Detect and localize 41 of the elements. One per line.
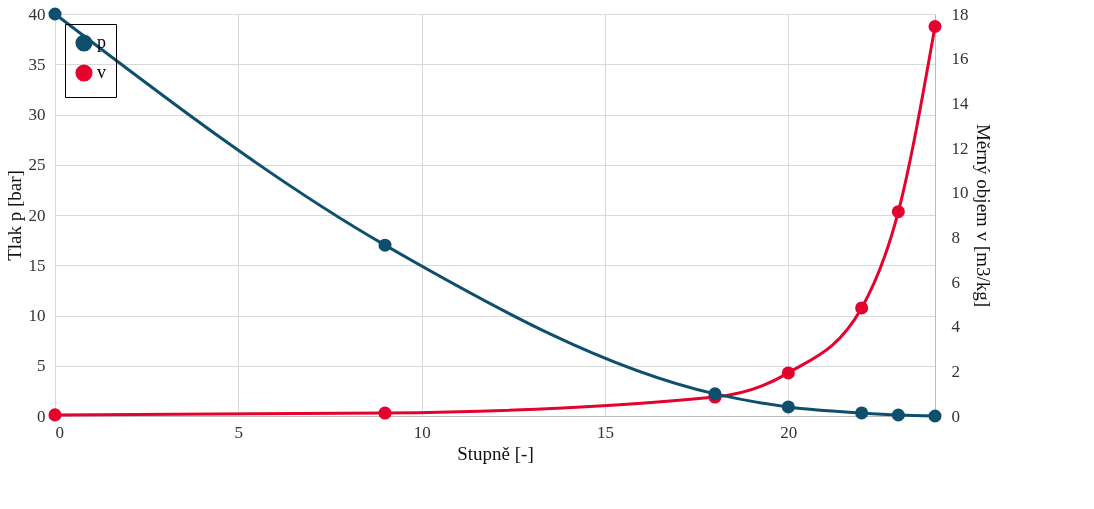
y-tick-label: 15 xyxy=(28,255,46,275)
y-tick-label: 25 xyxy=(28,155,46,175)
y-tick-label: 20 xyxy=(28,205,46,225)
y-tick-label: 0 xyxy=(37,406,46,426)
y2-tick-label: 16 xyxy=(951,49,969,69)
point xyxy=(928,409,942,423)
y2-tick-label: 6 xyxy=(951,272,960,292)
y2-tick-label: 10 xyxy=(951,183,969,203)
y2-tick-label: 2 xyxy=(951,361,960,381)
point xyxy=(855,301,869,315)
y-tick-label: 35 xyxy=(28,54,46,74)
point xyxy=(928,20,942,34)
point xyxy=(891,205,905,219)
point xyxy=(48,408,62,422)
y2-tick-label: 18 xyxy=(951,4,969,24)
point xyxy=(378,406,392,420)
legend-label: v xyxy=(97,62,106,82)
y-tick-label: 5 xyxy=(37,356,46,376)
y2-axis-title: Měrný objem v [m3/kg] xyxy=(972,123,994,308)
y-tick-label: 10 xyxy=(28,306,46,325)
y2-tick-label: 0 xyxy=(951,406,960,426)
y2-tick-label: 12 xyxy=(951,138,969,158)
point xyxy=(781,366,795,380)
y-tick-label: 30 xyxy=(28,105,46,124)
point xyxy=(891,408,905,422)
point xyxy=(855,406,869,420)
y2-tick-label: 4 xyxy=(951,317,961,337)
x-tick-label: 20 xyxy=(780,422,798,442)
point xyxy=(781,400,795,414)
x-tick-label: 5 xyxy=(234,422,244,442)
x-tick-label: 15 xyxy=(597,422,614,442)
x-axis-title: Stupně [-] xyxy=(457,442,534,464)
y-axis-title: Tlak p [bar] xyxy=(3,170,25,261)
y2-tick-label: 14 xyxy=(951,93,969,113)
legend-label: p xyxy=(97,32,106,52)
y2-tick-label: 8 xyxy=(951,227,960,247)
y-tick-label: 40 xyxy=(28,4,46,24)
x-tick-label: 10 xyxy=(413,422,431,442)
point xyxy=(378,238,392,252)
point xyxy=(48,7,62,21)
x-tick-label: 0 xyxy=(55,422,64,442)
